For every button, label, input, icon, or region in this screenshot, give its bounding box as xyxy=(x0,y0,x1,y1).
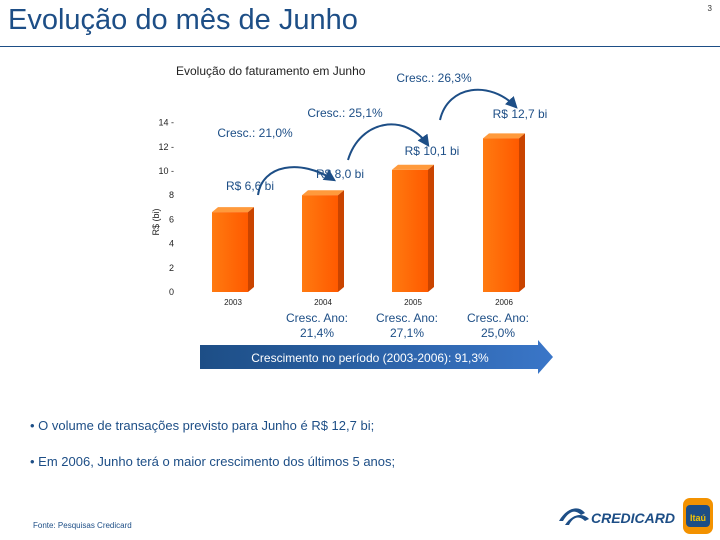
y-tick-label: 12 - xyxy=(158,142,174,152)
bar-top xyxy=(302,190,344,196)
y-tick-label: 10 - xyxy=(158,166,174,176)
growth-arrow xyxy=(347,123,430,161)
bar-side xyxy=(519,133,525,292)
annual-growth-label: Cresc. Ano: xyxy=(376,311,438,325)
bar-top xyxy=(392,164,434,170)
annual-growth-value: 21,4% xyxy=(300,326,334,340)
annual-growth-label: Cresc. Ano: xyxy=(467,311,529,325)
chart-title: Evolução do faturamento em Junho xyxy=(176,64,366,78)
credicard-swoosh-icon xyxy=(559,508,589,525)
bar-2003 xyxy=(212,212,248,292)
annual-growth-label: Cresc. Ano: xyxy=(286,311,348,325)
bar-2006 xyxy=(483,138,519,292)
page-title: Evolução do mês de Junho xyxy=(8,4,358,36)
bar-2004 xyxy=(302,195,338,292)
growth-arrow-label: Cresc.: 26,3% xyxy=(396,71,472,85)
value-label: R$ 6,6 bi xyxy=(226,179,274,193)
bar-2005 xyxy=(392,169,428,292)
y-tick-label: 2 xyxy=(169,263,174,273)
credicard-wordmark: CREDICARD xyxy=(591,510,675,526)
y-tick-label: 0 xyxy=(169,287,174,297)
bar-top xyxy=(212,207,254,213)
itau-badge-text: Itaú xyxy=(690,513,706,523)
growth-arrow xyxy=(439,88,518,121)
growth-arrow xyxy=(257,166,337,196)
y-tick-label: 4 xyxy=(169,239,174,249)
bar-side xyxy=(338,190,344,292)
itau-badge: Itaú xyxy=(683,498,713,534)
bar-top xyxy=(483,133,525,139)
x-tick-label: 2006 xyxy=(495,298,513,307)
period-growth-banner: Crescimento no período (2003-2006): 91,3… xyxy=(200,340,553,374)
x-tick-label: 2005 xyxy=(404,298,422,307)
growth-arrow-label: Cresc.: 21,0% xyxy=(217,126,293,140)
source-note: Fonte: Pesquisas Credicard xyxy=(33,521,132,530)
x-tick-label: 2004 xyxy=(314,298,332,307)
growth-bar-chart: Evolução do faturamento em Junho R$ (bi)… xyxy=(151,64,553,374)
annual-growth-value: 25,0% xyxy=(481,326,515,340)
bullet-item: • O volume de transações previsto para J… xyxy=(30,418,375,433)
x-tick-label: 2003 xyxy=(224,298,242,307)
y-axis-label: R$ (bi) xyxy=(151,208,161,235)
bullet-item: • Em 2006, Junho terá o maior cresciment… xyxy=(30,454,396,469)
credicard-itau-logo: CREDICARD Itaú xyxy=(559,498,713,534)
y-tick-label: 6 xyxy=(169,214,174,224)
page-number: 3 xyxy=(707,4,712,13)
y-tick-label: 14 - xyxy=(158,118,174,128)
title-divider xyxy=(0,46,720,47)
value-label: R$ 10,1 bi xyxy=(405,144,460,158)
annual-growth-value: 27,1% xyxy=(390,326,424,340)
bar-side xyxy=(248,207,254,292)
growth-arrow-label: Cresc.: 25,1% xyxy=(307,106,383,120)
y-tick-label: 8 xyxy=(169,190,174,200)
bar-side xyxy=(428,164,434,292)
period-growth-text: Crescimento no período (2003-2006): 91,3… xyxy=(251,351,489,365)
value-label: R$ 12,7 bi xyxy=(493,107,548,121)
